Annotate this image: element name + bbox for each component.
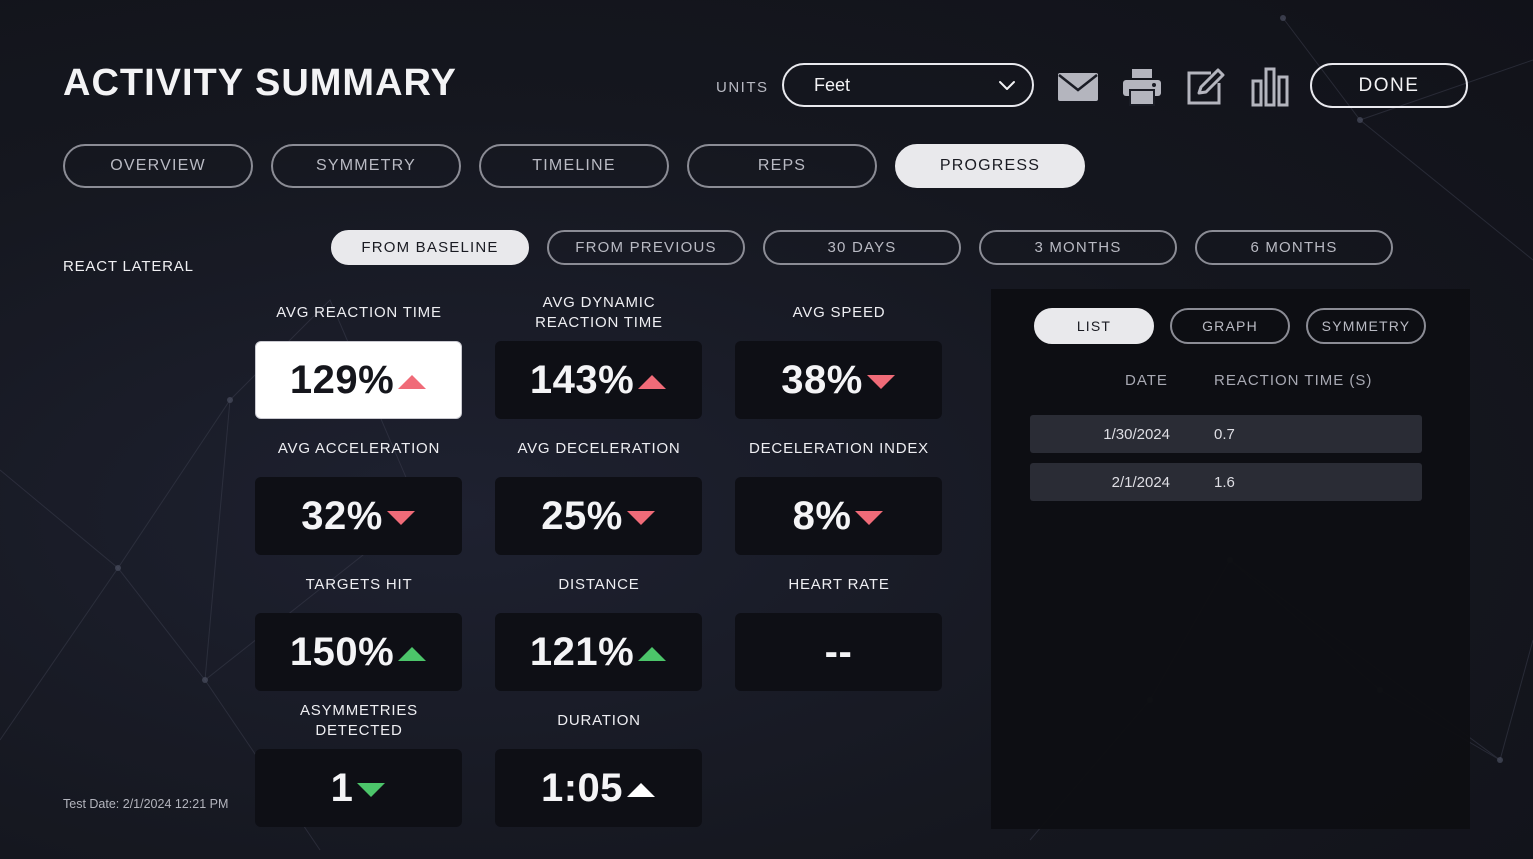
trend-down-icon [866, 375, 895, 389]
metric-label: AVG SPEED [792, 304, 886, 321]
trend-up-icon [638, 375, 667, 389]
metric-value: 38% [781, 357, 863, 402]
history-panel [991, 289, 1470, 829]
metric-card-avg-acceleration[interactable]: 32% [255, 477, 462, 555]
metric-card-heart-rate[interactable]: -- [735, 613, 942, 691]
metric-label: AVG DYNAMIC REACTION TIME [535, 294, 663, 331]
tab-symmetry[interactable]: SYMMETRY [271, 144, 461, 188]
units-selected-value: Feet [814, 74, 851, 95]
trend-up-icon [398, 647, 427, 661]
print-button[interactable] [1120, 66, 1164, 108]
edit-icon [1187, 68, 1225, 105]
metric-label: DECELERATION INDEX [749, 440, 929, 457]
filter-from-baseline[interactable]: FROM BASELINE [331, 230, 529, 265]
metric-card-avg-dynamic-reaction-time[interactable]: 143% [495, 341, 702, 419]
drill-name-label: REACT LATERAL [63, 258, 194, 275]
units-label: UNITS [716, 79, 769, 96]
tab-timeline[interactable]: TIMELINE [479, 144, 669, 188]
edit-button[interactable] [1183, 66, 1227, 108]
filter-3-months[interactable]: 3 MONTHS [979, 230, 1177, 265]
metric-card-avg-deceleration[interactable]: 25% [495, 477, 702, 555]
column-header-reaction-time: REACTION TIME (S) [1214, 372, 1373, 389]
metric-card-deceleration-index[interactable]: 8% [735, 477, 942, 555]
list-row[interactable]: 2/1/2024 1.6 [1030, 463, 1422, 501]
metric-value: 1:05 [540, 765, 624, 810]
email-button[interactable] [1056, 66, 1100, 108]
stats-button[interactable] [1248, 66, 1292, 108]
trend-up-icon [627, 783, 656, 797]
chevron-down-icon [999, 81, 1015, 90]
row-date: 1/30/2024 [1103, 425, 1170, 443]
trend-down-icon [626, 511, 655, 525]
tab-reps[interactable]: REPS [687, 144, 877, 188]
metric-label: ASYMMETRIES DETECTED [300, 702, 418, 739]
tab-progress[interactable]: PROGRESS [895, 144, 1085, 188]
metric-card-avg-speed[interactable]: 38% [735, 341, 942, 419]
metric-label: AVG DECELERATION [517, 440, 681, 457]
metric-label: AVG ACCELERATION [277, 440, 441, 457]
test-date: Test Date: 2/1/2024 12:21 PM [63, 797, 229, 811]
metric-value: 150% [289, 629, 395, 674]
metric-label: DURATION [557, 712, 641, 729]
bar-chart-icon [1251, 67, 1289, 107]
metric-value: 1 [330, 765, 354, 810]
done-button[interactable]: DONE [1310, 63, 1468, 108]
metric-value: 8% [792, 493, 852, 538]
row-value: 1.6 [1214, 473, 1235, 491]
trend-down-icon [386, 511, 415, 525]
filter-6-months[interactable]: 6 MONTHS [1195, 230, 1393, 265]
metric-card-duration[interactable]: 1:05 [495, 749, 702, 827]
metric-value: 32% [301, 493, 383, 538]
filter-from-previous[interactable]: FROM PREVIOUS [547, 230, 745, 265]
panel-tab-graph[interactable]: GRAPH [1170, 308, 1290, 344]
metric-label: HEART RATE [788, 576, 890, 593]
trend-up-icon [638, 647, 667, 661]
metric-card-asymmetries-detected[interactable]: 1 [255, 749, 462, 827]
metric-value: -- [824, 629, 853, 674]
metric-card-distance[interactable]: 121% [495, 613, 702, 691]
metric-card-targets-hit[interactable]: 150% [255, 613, 462, 691]
metric-label: TARGETS HIT [305, 576, 413, 593]
page-title: ACTIVITY SUMMARY [63, 62, 457, 104]
metric-value: 129% [289, 357, 395, 402]
metric-value: 143% [529, 357, 635, 402]
trend-down-icon [855, 511, 884, 525]
trend-up-icon [398, 375, 427, 389]
metric-value: 25% [541, 493, 623, 538]
mail-icon [1058, 73, 1098, 101]
row-date: 2/1/2024 [1111, 473, 1170, 491]
metric-value: 121% [529, 629, 635, 674]
tab-overview[interactable]: OVERVIEW [63, 144, 253, 188]
panel-tab-list[interactable]: LIST [1034, 308, 1154, 344]
trend-down-icon [357, 783, 386, 797]
metric-label: AVG REACTION TIME [276, 304, 442, 321]
row-value: 0.7 [1214, 425, 1235, 443]
units-dropdown[interactable]: Feet [782, 63, 1034, 107]
metric-label: DISTANCE [558, 576, 640, 593]
panel-tab-symmetry[interactable]: SYMMETRY [1306, 308, 1426, 344]
column-header-date: DATE [1125, 372, 1168, 389]
metric-card-avg-reaction-time[interactable]: 129% [255, 341, 462, 419]
list-row[interactable]: 1/30/2024 0.7 [1030, 415, 1422, 453]
print-icon [1123, 69, 1161, 106]
filter-30-days[interactable]: 30 DAYS [763, 230, 961, 265]
